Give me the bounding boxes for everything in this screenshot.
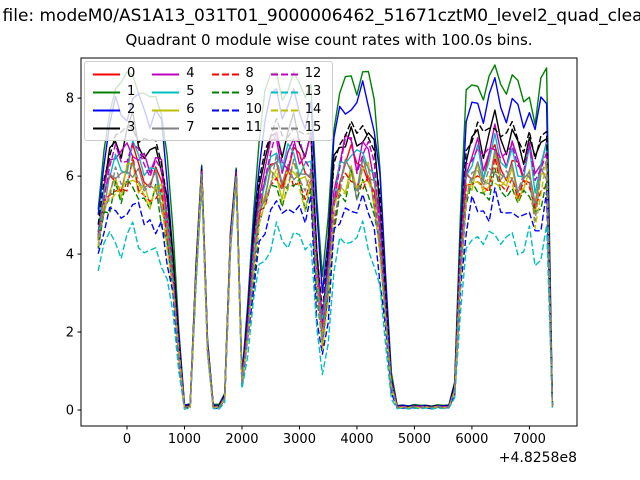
legend-line-sample-15 xyxy=(270,127,298,129)
series-line-14 xyxy=(97,158,554,409)
legend-line-sample-11 xyxy=(211,127,239,129)
legend-item-12: 12 xyxy=(270,66,324,82)
legend-item-3: 3 xyxy=(93,120,146,136)
legend-label-1: 1 xyxy=(127,84,136,99)
legend-label-11: 11 xyxy=(245,120,263,135)
legend-line-sample-3 xyxy=(93,127,120,129)
legend-line-sample-9 xyxy=(211,91,239,93)
legend-label-12: 12 xyxy=(304,66,322,81)
legend-label-13: 13 xyxy=(304,84,322,99)
legend-line-sample-5 xyxy=(152,91,180,93)
legend-label-3: 3 xyxy=(127,120,136,135)
figure-suptitle: a file: modeM0/AS1A13_031T01_9000006462_… xyxy=(0,6,640,26)
x-axis-offset-label: +4.8258e8 xyxy=(498,450,577,466)
legend-line-sample-8 xyxy=(211,73,239,75)
legend-item-15: 15 xyxy=(270,120,324,136)
legend-line-sample-1 xyxy=(93,91,120,93)
series-line-13 xyxy=(97,180,554,410)
x-tick-label: 3000 xyxy=(283,432,316,447)
legend-box: 0 4 8 12 1 5 9 13 2 6 10 14 3 7 11 15 xyxy=(84,61,333,141)
legend-item-7: 7 xyxy=(152,120,205,136)
legend-label-6: 6 xyxy=(186,102,195,117)
legend-item-8: 8 xyxy=(211,66,265,82)
legend-label-9: 9 xyxy=(245,84,254,99)
x-tick-label: 7000 xyxy=(513,432,546,447)
legend-item-0: 0 xyxy=(93,66,146,82)
legend-item-1: 1 xyxy=(93,84,146,100)
legend-line-sample-7 xyxy=(152,127,180,129)
legend-label-7: 7 xyxy=(186,120,195,135)
series-line-12 xyxy=(97,130,554,409)
legend-line-sample-2 xyxy=(93,109,120,111)
legend-line-sample-4 xyxy=(152,73,180,75)
legend-label-5: 5 xyxy=(186,84,195,99)
series-line-1 xyxy=(97,64,554,407)
y-tick-label: 6 xyxy=(66,170,74,185)
axes-title: Quadrant 0 module wise count rates with … xyxy=(125,31,533,49)
legend-item-9: 9 xyxy=(211,84,265,100)
legend-item-5: 5 xyxy=(152,84,205,100)
y-tick-label: 4 xyxy=(66,248,74,263)
legend-line-sample-0 xyxy=(93,73,120,75)
legend-item-13: 13 xyxy=(270,84,324,100)
legend-line-sample-12 xyxy=(270,73,298,75)
legend-label-14: 14 xyxy=(304,102,322,117)
x-tick-label: 2000 xyxy=(225,432,258,447)
legend-label-8: 8 xyxy=(245,66,254,81)
y-tick-label: 2 xyxy=(66,326,74,341)
legend-label-2: 2 xyxy=(127,102,136,117)
y-tick-label: 8 xyxy=(66,92,74,107)
legend-label-10: 10 xyxy=(245,102,263,117)
x-tick-label: 1000 xyxy=(168,432,201,447)
series-line-11 xyxy=(97,117,554,408)
y-tick-label: 0 xyxy=(66,404,74,419)
legend-item-2: 2 xyxy=(93,102,146,118)
legend-label-15: 15 xyxy=(304,120,322,135)
legend-item-6: 6 xyxy=(152,102,205,118)
x-tick-label: 5000 xyxy=(398,432,431,447)
series-line-15 xyxy=(97,153,554,409)
legend-item-11: 11 xyxy=(211,120,265,136)
series-line-10 xyxy=(97,177,554,410)
x-tick-label: 6000 xyxy=(455,432,488,447)
legend-line-sample-6 xyxy=(152,109,180,111)
legend-item-10: 10 xyxy=(211,102,265,118)
legend-line-sample-14 xyxy=(270,109,298,111)
x-tick-label: 4000 xyxy=(340,432,373,447)
x-tick-label: 0 xyxy=(123,432,131,447)
legend-line-sample-13 xyxy=(270,91,298,93)
legend-label-0: 0 xyxy=(127,66,136,81)
axes-frame xyxy=(80,57,578,427)
legend-item-14: 14 xyxy=(270,102,324,118)
legend-label-4: 4 xyxy=(186,66,195,81)
legend-item-4: 4 xyxy=(152,66,205,82)
legend-line-sample-10 xyxy=(211,109,239,111)
